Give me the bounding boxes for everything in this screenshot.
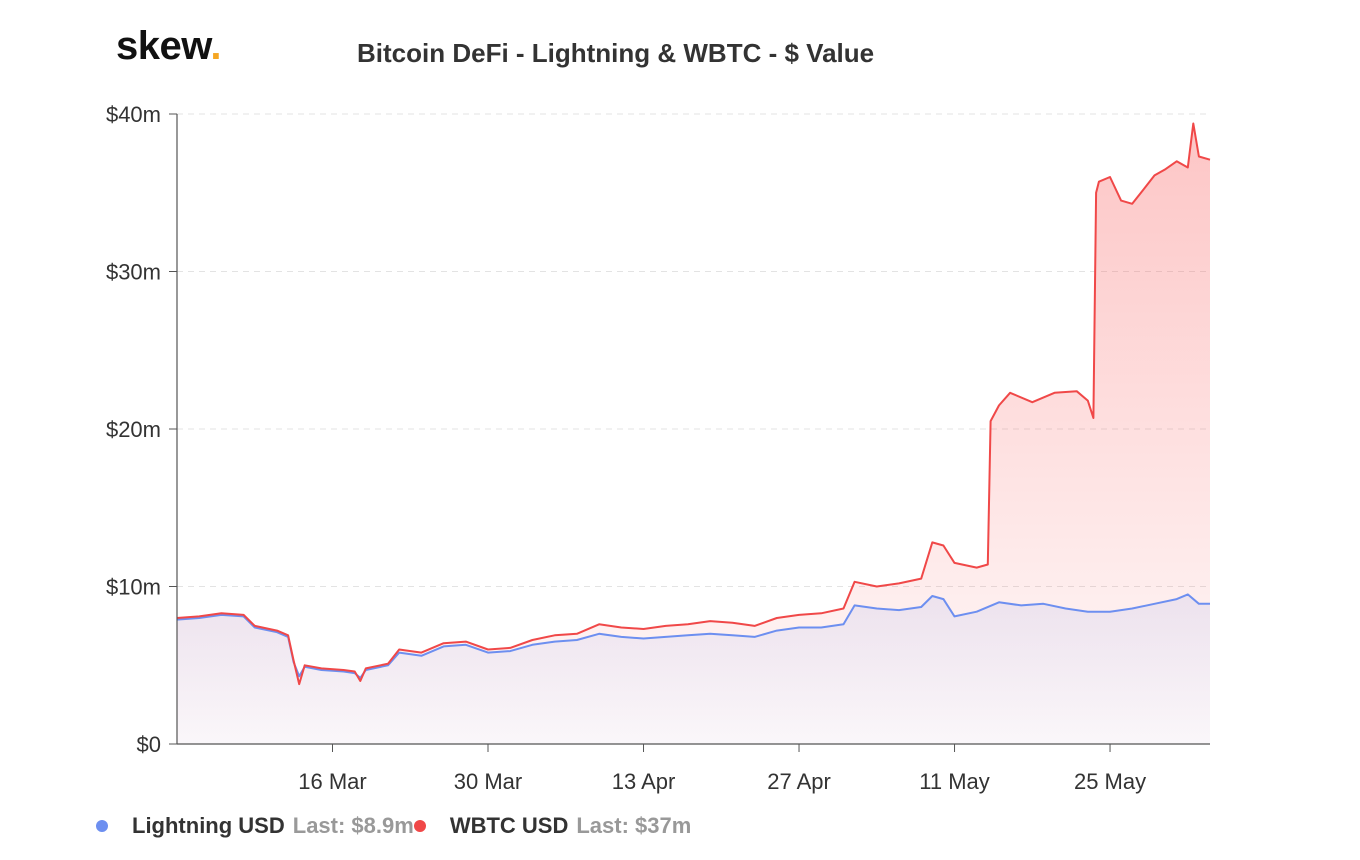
legend-marker-lightning [96, 820, 108, 832]
series-area-lightning-usd [177, 594, 1210, 744]
y-tick-label: $0 [137, 732, 161, 757]
x-tick-label: 16 Mar [298, 769, 366, 794]
legend-last-wbtc: Last: $37m [576, 813, 692, 838]
series-area-wbtc-usd [177, 123, 1210, 744]
brand-logo: skew. [116, 24, 221, 69]
y-tick-label: $40m [106, 102, 161, 127]
x-tick-label: 27 Apr [767, 769, 831, 794]
x-tick-label: 13 Apr [612, 769, 676, 794]
y-tick-label: $30m [106, 260, 161, 285]
y-tick-label: $20m [106, 417, 161, 442]
chart-title: Bitcoin DeFi - Lightning & WBTC - $ Valu… [357, 38, 875, 68]
x-tick-label: 30 Mar [454, 769, 522, 794]
legend-label-wbtc: WBTC USD [449, 813, 569, 838]
legend-label-lightning: Lightning USD [132, 813, 285, 838]
brand-dot: . [210, 24, 221, 68]
x-tick-label: 25 May [1074, 769, 1146, 794]
y-tick-label: $10m [106, 575, 161, 600]
legend-marker-wbtc [413, 820, 426, 832]
brand-name: skew [116, 24, 211, 68]
legend-item-wbtc[interactable]: WBTC USD Last: $37m [413, 813, 692, 839]
legend-last-lightning: Last: $8.9m [292, 813, 414, 838]
legend: Lightning USD Last: $8.9m WBTC USD Last:… [96, 813, 691, 839]
x-tick-label: 11 May [919, 769, 990, 794]
series-line-lightning-usd [176, 593, 1210, 679]
legend-item-lightning[interactable]: Lightning USD Last: $8.9m [96, 813, 414, 839]
series-line-wbtc-usd [176, 122, 1211, 686]
